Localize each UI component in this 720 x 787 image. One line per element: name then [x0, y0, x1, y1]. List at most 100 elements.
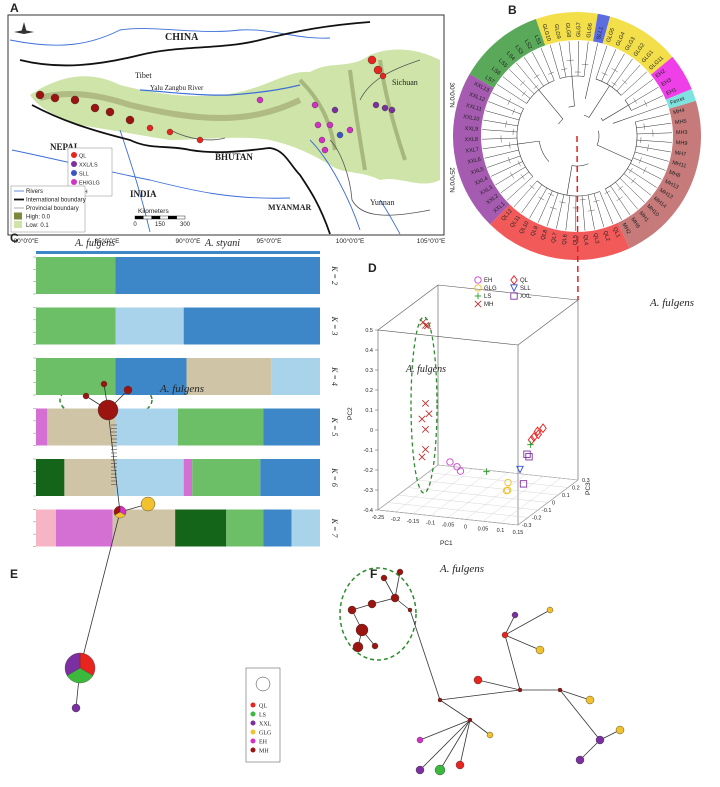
grid-line — [417, 479, 559, 496]
branch — [601, 49, 617, 82]
legend-dot — [250, 720, 256, 726]
point — [527, 441, 534, 448]
haplotype — [434, 764, 446, 776]
box-edge — [377, 284, 439, 331]
point — [474, 284, 482, 292]
tip-label: QL4 — [582, 234, 589, 245]
international-boundary — [31, 104, 331, 235]
y-axis-label: PC2 — [347, 407, 354, 420]
branch — [587, 209, 595, 212]
branch — [616, 196, 623, 201]
branch — [506, 176, 533, 201]
panel-label: A — [10, 1, 19, 15]
box-edge — [517, 299, 579, 346]
legend-label: SLL — [79, 172, 89, 178]
branch — [581, 63, 589, 66]
point — [510, 275, 518, 285]
legend-label: Low: 0.1 — [26, 223, 49, 229]
branch — [490, 161, 523, 177]
x-tick-label: -0.25 — [372, 515, 385, 521]
tip-label: Ferret — [670, 96, 686, 107]
site — [50, 93, 60, 103]
tip-label: GLG8 — [564, 23, 571, 38]
point — [421, 425, 430, 433]
panel-label: F — [370, 567, 377, 581]
site — [373, 65, 383, 75]
region-label: Tibet — [135, 71, 152, 80]
haplotype — [535, 645, 545, 655]
branch — [516, 108, 534, 177]
branch — [639, 157, 642, 164]
point — [456, 467, 465, 475]
haplotype — [595, 735, 605, 745]
branch — [487, 155, 521, 168]
haplotype — [396, 568, 404, 576]
site — [346, 126, 354, 134]
ancestry-block — [115, 408, 178, 446]
panel-label: D — [368, 261, 377, 275]
branch — [611, 68, 618, 73]
haplotype — [511, 611, 519, 619]
site — [336, 131, 344, 139]
branch — [584, 77, 591, 99]
site — [196, 136, 204, 144]
y-tick-label: -0.2 — [364, 468, 373, 474]
branch — [509, 142, 511, 149]
legend-label: SLL — [520, 286, 531, 292]
country-label: BHUTAN — [215, 152, 253, 162]
grid-line — [427, 472, 569, 488]
tip-label: LS6 — [490, 66, 501, 77]
legend-label: QL — [259, 704, 267, 710]
branch — [605, 121, 638, 190]
legend-label: QL — [520, 278, 529, 284]
haplotype — [615, 725, 625, 735]
x-tick-label: 0.05 — [478, 526, 489, 532]
tip-label: GLG6 — [586, 23, 594, 38]
y-tick-label: 0.5 — [365, 328, 373, 334]
branch — [612, 115, 634, 124]
tip-label: LS5 — [497, 58, 508, 69]
lon-label: 90°0'0"E — [176, 237, 202, 245]
tip-label: MH11 — [671, 160, 686, 170]
branch — [523, 56, 544, 87]
k-label: K = 5 — [330, 417, 339, 437]
tip-label: MH5 — [675, 119, 687, 127]
branch — [593, 193, 605, 228]
annotation-ellipse — [339, 567, 417, 661]
tip-label: MH6 — [629, 217, 640, 230]
legend-label: XXL/LS — [79, 163, 98, 169]
country-label: MYANMAR — [268, 203, 311, 212]
ancestry-block — [36, 509, 56, 547]
x-tick-label: -0.15 — [407, 519, 420, 525]
ancestry-block — [36, 459, 65, 496]
x-tick-label: -0.2 — [391, 517, 400, 523]
clade-band — [469, 19, 546, 88]
haplotype — [367, 599, 377, 609]
network-edge — [469, 719, 491, 736]
box-edge — [437, 284, 579, 301]
branch — [568, 41, 573, 77]
haplotype — [546, 606, 554, 614]
tip-label: LS4 — [505, 51, 516, 62]
network-edge — [394, 571, 401, 599]
branch — [583, 41, 589, 77]
branch — [595, 78, 622, 96]
z-tick-label: -0.3 — [522, 523, 531, 529]
z-tick-label: -0.2 — [532, 516, 541, 522]
network-edge — [504, 614, 516, 636]
x-tick-label: -0.05 — [442, 523, 455, 529]
legend-label: EH — [259, 740, 268, 746]
branch — [621, 71, 648, 96]
pca-annotation: A. fulgens — [405, 364, 446, 375]
branch — [538, 196, 545, 201]
species-bar — [36, 251, 320, 254]
legend-label: Rivers — [26, 189, 43, 195]
point — [474, 292, 482, 300]
haplotype — [64, 652, 81, 676]
site — [318, 136, 326, 144]
branch — [595, 45, 608, 80]
branch — [566, 165, 573, 196]
ancestry-block — [55, 509, 113, 547]
branch — [488, 101, 522, 115]
